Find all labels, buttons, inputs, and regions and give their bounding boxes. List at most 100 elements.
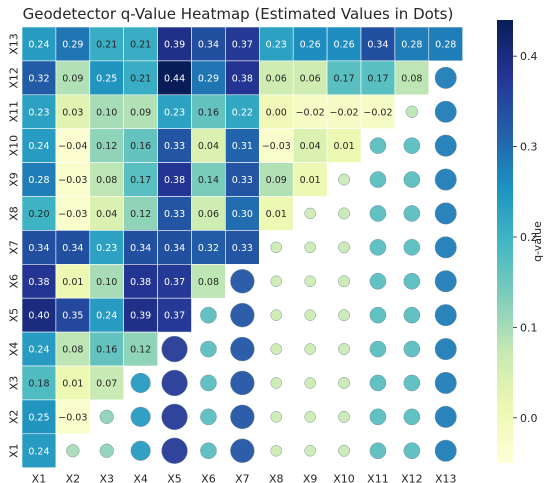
cell-value-label: 0.26	[333, 39, 354, 50]
colorbar-gradient	[497, 20, 513, 463]
cell-value-label: 0.30	[232, 209, 253, 220]
heatmap-cell	[21, 128, 57, 163]
heatmap-cell	[225, 128, 260, 163]
estimate-dot	[403, 272, 421, 290]
estimate-dot	[130, 440, 151, 461]
estimate-dot	[161, 369, 188, 397]
cell-value-label: −0.02	[363, 107, 392, 118]
estimate-dot	[369, 374, 387, 392]
estimate-dot	[161, 335, 188, 363]
cell-value-label: 0.22	[232, 107, 253, 118]
estimate-dot	[434, 371, 457, 394]
estimate-dot	[434, 66, 457, 89]
cell-value-label: 0.14	[198, 175, 219, 186]
estimate-dot	[369, 340, 387, 358]
colorbar-tick-label: 0.0	[520, 412, 538, 425]
estimate-dot	[369, 205, 387, 222]
estimate-dot	[338, 275, 350, 288]
y-tick-label: X7	[8, 240, 21, 255]
estimate-dot	[434, 100, 457, 123]
y-tick-label: X4	[8, 342, 21, 357]
cell-value-label: 0.32	[28, 73, 49, 84]
estimate-dot	[338, 309, 350, 322]
heatmap-cell	[89, 263, 125, 299]
estimate-dot	[304, 275, 316, 287]
heatmap-cell	[191, 94, 226, 130]
estimate-dot	[270, 241, 282, 254]
heatmap-cell	[123, 196, 158, 231]
estimate-dot	[99, 443, 114, 458]
y-tick-label: X10	[8, 135, 21, 157]
heatmap-cell	[225, 230, 260, 265]
cell-value-label: 0.37	[164, 277, 185, 288]
estimate-dot	[161, 403, 188, 430]
estimate-dot	[130, 406, 151, 427]
y-tick-label: X13	[8, 33, 21, 55]
heatmap-cell	[258, 26, 294, 62]
estimate-dot	[230, 336, 255, 362]
cell-value-label: 0.39	[164, 39, 185, 50]
estimate-dot	[230, 370, 255, 396]
estimate-dot	[434, 134, 457, 157]
cell-value-label: −0.03	[58, 175, 87, 186]
estimate-dot	[230, 438, 255, 463]
estimate-dot	[403, 374, 421, 392]
cell-value-label: 0.34	[198, 39, 219, 50]
cell-value-label: 0.37	[232, 39, 253, 50]
estimate-dot	[270, 377, 282, 389]
cell-value-label: −0.03	[262, 141, 291, 152]
estimate-dot	[403, 340, 421, 358]
cell-value-label: 0.01	[333, 141, 354, 152]
estimate-dot	[369, 306, 387, 324]
heatmap-cell	[157, 60, 192, 96]
heatmap-cell	[157, 297, 192, 333]
heatmap-cell	[123, 263, 158, 299]
estimate-dot	[270, 343, 282, 355]
estimate-dot	[304, 411, 316, 423]
heatmap-cell	[55, 365, 91, 401]
cell-value-label: 0.06	[198, 209, 219, 220]
heatmap-cell	[191, 230, 226, 265]
estimate-dot	[405, 105, 419, 118]
heatmap-cell	[157, 162, 192, 197]
heatmap-cell	[394, 26, 430, 62]
estimate-dot	[270, 275, 282, 287]
heatmap-cell	[326, 26, 362, 62]
estimate-dot	[338, 173, 350, 186]
cell-value-label: 0.38	[28, 277, 49, 288]
cell-value-label: 0.23	[164, 107, 185, 118]
heatmap-cell	[55, 94, 91, 130]
x-tick-label: X2	[66, 473, 81, 483]
heatmap-cell	[191, 60, 226, 96]
estimate-dot	[338, 410, 350, 423]
estimate-dot	[403, 306, 421, 324]
estimate-dot	[270, 411, 282, 423]
x-tick-label: X9	[303, 473, 318, 483]
cell-value-label: −0.02	[296, 107, 325, 118]
heatmap-cell	[89, 60, 125, 96]
estimate-dot	[434, 304, 457, 327]
estimate-dot	[403, 442, 421, 460]
estimate-dot	[338, 343, 350, 355]
estimate-dot	[403, 171, 421, 188]
x-tick-label: X4	[133, 473, 148, 483]
cell-value-label: 0.01	[62, 378, 83, 389]
y-tick-label: X9	[8, 172, 21, 187]
heatmap-cell	[89, 128, 125, 163]
estimate-dot	[434, 338, 457, 361]
x-tick-label: X11	[367, 473, 389, 483]
heatmap-cell	[292, 128, 328, 163]
heatmap-cell	[360, 94, 396, 130]
cell-value-label: 0.01	[266, 209, 287, 220]
x-tick-label: X13	[435, 473, 457, 483]
cell-value-label: 0.10	[96, 107, 117, 118]
estimate-dot	[99, 409, 114, 424]
heatmap-cell	[123, 331, 158, 367]
y-tick-label: X6	[8, 274, 21, 289]
y-tick-label: X1	[8, 443, 21, 458]
heatmap-cell	[89, 230, 125, 265]
heatmap-cell	[55, 399, 91, 435]
cell-value-label: 0.34	[367, 39, 388, 50]
cell-value-label: 0.08	[96, 175, 117, 186]
estimate-dot	[66, 444, 80, 458]
